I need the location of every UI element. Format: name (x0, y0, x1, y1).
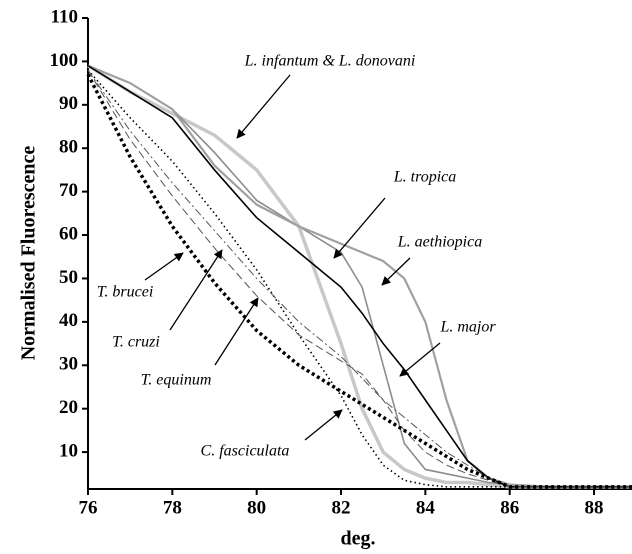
x-tick-label: 82 (332, 497, 351, 518)
label-arrow (144, 252, 184, 281)
y-tick-label: 60 (59, 223, 78, 244)
y-tick-label: 40 (59, 310, 78, 331)
x-tick-label: 76 (79, 497, 98, 518)
y-tick-label: 80 (59, 137, 78, 158)
series-label: T. equinum (141, 372, 212, 389)
series-line (87, 65, 632, 488)
y-tick-label: 100 (50, 50, 79, 71)
y-tick-label: 50 (59, 267, 78, 288)
x-tick-label: 78 (163, 497, 182, 518)
y-tick-label: 30 (59, 354, 78, 375)
x-tick-label: 80 (247, 497, 266, 518)
x-tick-label: 84 (416, 497, 436, 518)
label-arrow (236, 74, 291, 139)
series-label: L. tropica (393, 169, 457, 186)
series-label: T. brucei (97, 284, 154, 301)
y-tick-label: 10 (59, 440, 78, 461)
series-label: T. cruzi (112, 334, 160, 351)
x-tick-label: 88 (585, 497, 604, 518)
series-line (87, 65, 632, 488)
label-arrow (381, 257, 411, 286)
label-arrow (214, 297, 259, 366)
label-arrow (169, 249, 223, 331)
series-line (87, 69, 632, 488)
y-tick-label: 20 (59, 397, 78, 418)
label-arrow (333, 197, 386, 259)
x-tick-label: 86 (500, 497, 519, 518)
series-line (87, 69, 632, 488)
y-tick-label: 110 (51, 6, 78, 27)
y-axis-label: Normalised Fluorescence (18, 146, 40, 361)
x-axis-label: deg. (341, 528, 376, 550)
series-line (87, 64, 632, 489)
label-arrow (304, 409, 343, 441)
y-tick-label: 90 (59, 93, 78, 114)
series-label: L. infantum & L. donovani (244, 53, 416, 70)
y-tick-label: 70 (59, 180, 78, 201)
series-line (87, 64, 632, 488)
series-line (87, 69, 632, 488)
series-line (86, 73, 632, 489)
series-label: L. major (439, 319, 496, 336)
label-arrow (399, 342, 441, 377)
series-label: L. aethiopica (397, 234, 482, 251)
series-label: C. fasciculata (201, 443, 290, 460)
